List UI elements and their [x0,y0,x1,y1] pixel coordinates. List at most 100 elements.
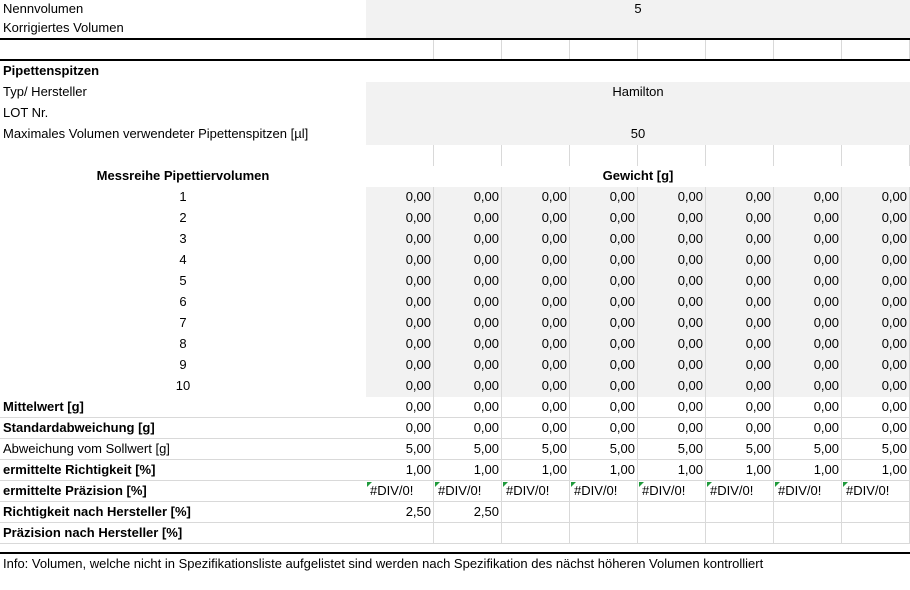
value-cell[interactable]: 5,00 [366,439,434,459]
value-cell[interactable]: 0,00 [842,313,910,334]
value-cell[interactable]: 1,00 [706,460,774,480]
value-cell[interactable]: 5,00 [502,439,570,459]
value-cell[interactable]: #DIV/0! [366,481,434,501]
value-cell[interactable]: 0,00 [706,313,774,334]
value-cell[interactable] [842,523,910,543]
value-cell[interactable] [502,523,570,543]
value-cell[interactable]: 0,00 [570,313,638,334]
value-cell[interactable]: 0,00 [570,334,638,355]
value-cell[interactable]: 0,00 [366,313,434,334]
value-cell[interactable]: 0,00 [502,334,570,355]
value-cell[interactable]: 0,00 [706,418,774,438]
value-cell[interactable]: #DIV/0! [434,481,502,501]
value-cell[interactable]: 0,00 [774,418,842,438]
value-cell[interactable]: 2,50 [434,502,502,522]
max-volumen-label[interactable]: Maximales Volumen verwendeter Pipettensp… [3,126,309,141]
value-cell[interactable]: 1,00 [570,460,638,480]
value-cell[interactable]: 5,00 [434,439,502,459]
value-cell[interactable]: 0,00 [366,271,434,292]
value-cell[interactable]: 1,00 [638,460,706,480]
value-cell[interactable] [434,40,502,59]
value-cell[interactable]: 0,00 [434,292,502,313]
value-cell[interactable] [638,502,706,522]
value-cell[interactable]: 0,00 [502,229,570,250]
value-cell[interactable] [842,145,910,166]
value-cell[interactable]: 0,00 [638,292,706,313]
value-cell[interactable] [638,523,706,543]
value-cell[interactable]: #DIV/0! [638,481,706,501]
value-cell[interactable]: 0,00 [366,250,434,271]
value-cell[interactable]: 0,00 [434,418,502,438]
value-cell[interactable]: 0,00 [434,208,502,229]
value-cell[interactable]: 0,00 [366,187,434,208]
value-cell[interactable]: 0,00 [842,418,910,438]
value-cell[interactable]: #DIV/0! [502,481,570,501]
value-cell[interactable]: 0,00 [842,397,910,417]
value-cell[interactable]: 0,00 [774,208,842,229]
value-cell[interactable]: 0,00 [842,292,910,313]
typ-hersteller-label[interactable]: Typ/ Hersteller [3,84,87,99]
value-cell[interactable]: 0,00 [706,250,774,271]
value-cell[interactable] [706,502,774,522]
value-cell[interactable]: 0,00 [502,418,570,438]
value-cell[interactable] [434,145,502,166]
value-cell[interactable] [366,523,434,543]
value-cell[interactable]: 0,00 [366,208,434,229]
value-cell[interactable]: 0,00 [706,229,774,250]
value-cell[interactable]: 0,00 [842,187,910,208]
value-cell[interactable]: 0,00 [434,250,502,271]
value-cell[interactable]: 0,00 [570,418,638,438]
value-cell[interactable] [774,523,842,543]
value-cell[interactable]: 0,00 [638,208,706,229]
value-cell[interactable]: 0,00 [774,397,842,417]
value-cell[interactable]: 0,00 [434,271,502,292]
value-cell[interactable]: 0,00 [502,313,570,334]
value-cell[interactable]: 0,00 [570,376,638,397]
value-cell[interactable]: 0,00 [706,292,774,313]
value-cell[interactable]: 0,00 [502,292,570,313]
value-cell[interactable]: 0,00 [570,397,638,417]
value-cell[interactable]: 0,00 [638,418,706,438]
value-cell[interactable] [842,502,910,522]
value-cell[interactable]: 0,00 [570,250,638,271]
value-cell[interactable]: 0,00 [774,376,842,397]
value-cell[interactable]: 0,00 [434,229,502,250]
value-cell[interactable]: 0,00 [774,334,842,355]
value-cell[interactable]: 5,00 [570,439,638,459]
value-cell[interactable] [502,502,570,522]
value-cell[interactable]: 0,00 [502,250,570,271]
value-cell[interactable]: 0,00 [774,187,842,208]
value-cell[interactable]: 0,00 [502,376,570,397]
value-cell[interactable]: 0,00 [502,187,570,208]
value-cell[interactable]: 0,00 [570,292,638,313]
value-cell[interactable]: 0,00 [638,376,706,397]
value-cell[interactable]: 0,00 [638,397,706,417]
value-cell[interactable] [502,40,570,59]
value-cell[interactable] [638,40,706,59]
value-cell[interactable]: 1,00 [366,460,434,480]
value-cell[interactable]: 0,00 [366,355,434,376]
value-cell[interactable] [570,40,638,59]
value-cell[interactable]: 0,00 [638,187,706,208]
value-cell[interactable]: 0,00 [434,187,502,208]
value-cell[interactable]: 0,00 [434,355,502,376]
value-cell[interactable]: 5,00 [706,439,774,459]
lot-nr-value[interactable] [366,103,910,124]
value-cell[interactable]: 0,00 [502,355,570,376]
value-cell[interactable]: 0,00 [842,376,910,397]
value-cell[interactable]: #DIV/0! [774,481,842,501]
value-cell[interactable] [706,145,774,166]
value-cell[interactable] [570,523,638,543]
value-cell[interactable]: 0,00 [774,292,842,313]
value-cell[interactable]: 0,00 [774,229,842,250]
value-cell[interactable] [638,145,706,166]
value-cell[interactable]: 0,00 [774,271,842,292]
value-cell[interactable]: 0,00 [502,271,570,292]
value-cell[interactable]: #DIV/0! [570,481,638,501]
value-cell[interactable]: 0,00 [366,376,434,397]
value-cell[interactable]: 5,00 [638,439,706,459]
value-cell[interactable]: 1,00 [774,460,842,480]
value-cell[interactable]: 0,00 [570,187,638,208]
value-cell[interactable]: 5,00 [774,439,842,459]
value-cell[interactable]: 0,00 [774,250,842,271]
